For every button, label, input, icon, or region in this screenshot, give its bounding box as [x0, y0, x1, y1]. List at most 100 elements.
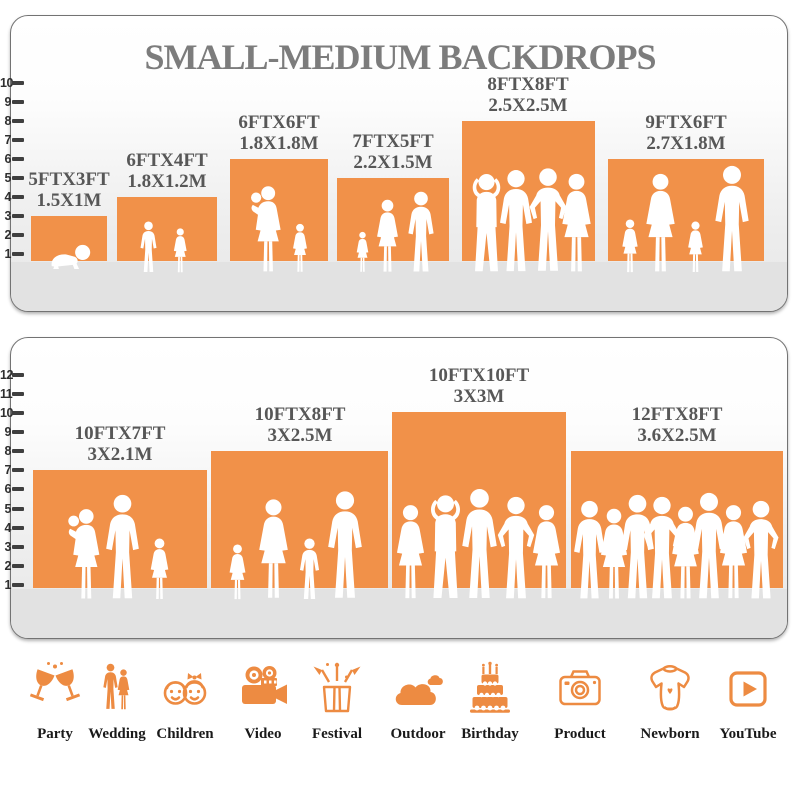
category-label: Wedding: [88, 726, 146, 742]
tick-label: 8: [4, 114, 12, 128]
backdrop-ft-size: 9FTX6FT: [645, 112, 727, 133]
tick-label: 3: [4, 540, 12, 554]
category-label: Party: [37, 726, 73, 742]
tick-label: 1: [4, 247, 12, 261]
tick-mark: [12, 176, 24, 180]
tick-mark: [12, 214, 24, 218]
backdrop-label: 10FTX7FT 3X2.1M: [40, 423, 200, 465]
party-icon: [29, 662, 81, 702]
tick-mark: [12, 100, 24, 104]
ruler-tick: 8: [0, 114, 24, 128]
tick-label: 9: [4, 425, 12, 439]
backdrop-label: 6FTX6FT 1.8X1.8M: [199, 112, 359, 154]
ruler-tick: 12: [0, 368, 24, 382]
ruler-tick: 9: [0, 95, 24, 109]
backdrop-ft-size: 7FTX5FT: [352, 131, 434, 152]
category-product: Product: [535, 660, 625, 743]
ruler-tick: 3: [0, 540, 24, 554]
newborn-icon: [650, 665, 690, 711]
tick-mark: [12, 119, 24, 123]
backdrop-label: 7FTX5FT 2.2X1.5M: [313, 131, 473, 173]
children-icon: [163, 673, 207, 705]
backdrop-6ftx6ft: [230, 159, 328, 272]
backdrop-ft-size: 5FTX3FT: [28, 169, 110, 190]
tick-mark: [12, 545, 24, 549]
ruler-tick: 8: [0, 444, 24, 458]
youtube-icon: [729, 671, 767, 707]
video-icon: [242, 666, 287, 704]
ruler-tick: 2: [0, 228, 24, 242]
people-silhouettes: [51, 244, 91, 269]
backdrop-8ftx8ft: [462, 121, 595, 272]
backdrop-12ftx8ft: [571, 451, 783, 599]
page-title: SMALL-MEDIUM BACKDROPS: [144, 37, 656, 77]
backdrop-ft-size: 12FTX8FT: [631, 404, 723, 425]
ruler-tick: 1: [0, 247, 24, 261]
people-silhouettes: [140, 221, 187, 273]
backdrop-label: 10FTX8FT 3X2.5M: [220, 404, 380, 446]
tick-mark: [12, 526, 24, 530]
backdrop-7ftx5ft: [337, 178, 449, 272]
backdrop-m-size: 3X3M: [453, 386, 505, 407]
category-birthday: Birthday: [445, 660, 535, 743]
ruler-tick: 3: [0, 209, 24, 223]
tick-mark: [12, 449, 24, 453]
people-silhouettes: [622, 165, 749, 273]
category-youtube: YouTube: [703, 660, 793, 743]
backdrop-ft-size: 10FTX10FT: [428, 365, 530, 386]
category-video: Video: [218, 660, 308, 743]
category-label: Product: [554, 726, 606, 742]
tick-label: 3: [4, 209, 12, 223]
backdrop-m-size: 3X2.5M: [267, 425, 333, 446]
tick-label: 5: [4, 502, 12, 516]
tick-mark: [12, 468, 24, 472]
festival-icon: [313, 662, 361, 713]
ruler-tick: 11: [0, 387, 24, 401]
tick-label: 4: [4, 190, 12, 204]
category-wedding: Wedding: [72, 660, 162, 743]
backdrop-label: 12FTX8FT 3.6X2.5M: [597, 404, 757, 446]
backdrop-ft-size: 10FTX8FT: [254, 404, 346, 425]
backdrop-m-size: 2.7X1.8M: [646, 133, 726, 154]
tick-mark: [12, 138, 24, 142]
ruler-tick: 5: [0, 502, 24, 516]
ruler-tick: 2: [0, 559, 24, 573]
tick-label: 11: [0, 387, 13, 401]
tick-mark: [12, 233, 24, 237]
people-silhouettes: [68, 494, 169, 599]
tick-label: 1: [4, 578, 12, 592]
backdrop-m-size: 2.5X2.5M: [488, 95, 568, 116]
category-label: Video: [244, 726, 282, 742]
category-festival: Festival: [292, 660, 382, 743]
category-outdoor: Outdoor: [373, 660, 463, 743]
backdrop-10ftx8ft: [211, 451, 388, 600]
backdrop-10ftx10ft: [392, 412, 566, 599]
people-silhouettes: [574, 492, 779, 599]
tick-mark: [12, 487, 24, 491]
backdrop-ft-size: 6FTX6FT: [238, 112, 320, 133]
tick-label: 2: [4, 559, 12, 573]
product-icon: [559, 670, 601, 706]
tick-label: 10: [0, 406, 13, 420]
ruler-tick: 10: [0, 406, 24, 420]
backdrop-m-size: 3.6X2.5M: [637, 425, 717, 446]
ruler-tick: 7: [0, 133, 24, 147]
people-silhouettes: [356, 191, 434, 272]
backdrop-m-size: 3X2.1M: [87, 444, 153, 465]
tick-mark: [12, 81, 24, 85]
tick-label: 9: [4, 95, 12, 109]
backdrop-label: 10FTX10FT 3X3M: [399, 365, 559, 407]
category-children: Children: [140, 660, 230, 743]
backdrop-m-size: 1.8X1.2M: [127, 171, 207, 192]
birthday-icon: [470, 661, 510, 713]
tick-mark: [12, 373, 24, 377]
backdrop-ft-size: 10FTX7FT: [74, 423, 166, 444]
backdrop-ft-size: 8FTX8FT: [487, 74, 569, 95]
category-label: Children: [156, 726, 214, 742]
backdrop-9ftx6ft: [608, 159, 764, 273]
tick-label: 6: [4, 152, 12, 166]
tick-label: 8: [4, 444, 12, 458]
category-newborn: Newborn: [625, 660, 715, 743]
tick-mark: [12, 564, 24, 568]
